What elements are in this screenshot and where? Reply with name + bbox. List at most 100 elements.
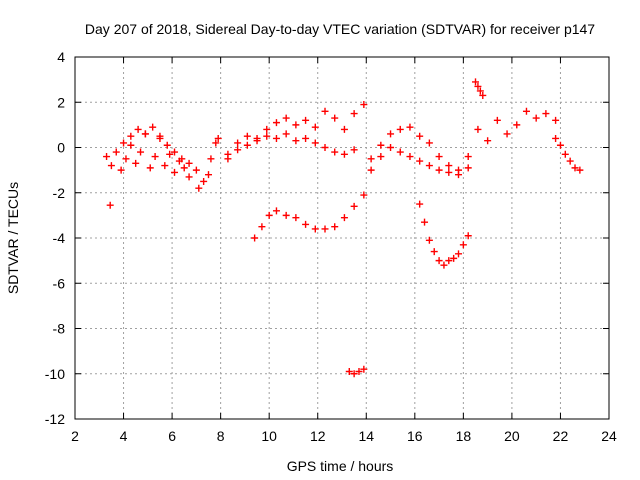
data-point-cluster-early: [185, 173, 193, 181]
data-point-mid-band-3: [474, 125, 482, 133]
x-tick-label: 2: [71, 428, 79, 444]
data-point-lower-arc-10h: [340, 214, 348, 222]
data-point-mid-band-3: [503, 130, 511, 138]
x-axis-ticks: 2 4 6 8 10 12 14 16 18 20 22 24: [71, 57, 617, 444]
data-point-cluster-early: [117, 166, 125, 174]
data-point-segment-7h: [214, 134, 222, 142]
x-tick-label: 6: [168, 428, 176, 444]
data-point-mid-band-1: [243, 132, 251, 140]
data-point-mid-band-1: [340, 125, 348, 133]
data-point-cluster-early-upper: [149, 123, 157, 131]
x-tick-label: 4: [120, 428, 128, 444]
y-tick-label: 4: [57, 49, 65, 65]
data-point-lower-arc-17h: [445, 257, 453, 265]
data-point-lower-arc-17h: [450, 254, 458, 262]
y-tick-label: 2: [57, 94, 65, 110]
data-point-mid-band-2: [340, 150, 348, 158]
data-point-cluster-early-upper: [171, 148, 179, 156]
data-point-mid-band-2: [331, 148, 339, 156]
data-point-lower-arc-10h: [258, 223, 266, 231]
data-point-mid-band-4: [464, 164, 472, 172]
data-point-cluster-early: [171, 168, 179, 176]
data-point-mid-band-4: [377, 153, 385, 161]
data-point-lower-arc-17h: [464, 232, 472, 240]
data-point-mid-band-1: [321, 107, 329, 115]
data-point-cluster-early-upper: [134, 125, 142, 133]
data-point-mid-band-2: [224, 155, 232, 163]
grid-lines: [75, 57, 609, 419]
data-point-outlier-13h: [345, 367, 353, 375]
data-point-segment-18-19h: [479, 91, 487, 99]
data-point-cluster-early: [127, 141, 135, 149]
x-tick-label: 8: [217, 428, 225, 444]
data-point-cluster-early: [192, 166, 200, 174]
data-point-mid-band-1: [282, 114, 290, 122]
data-point-cluster-early: [137, 148, 145, 156]
data-point-mid-band-2: [253, 137, 261, 145]
data-point-mid-band-2: [282, 130, 290, 138]
data-point-lower-arc-10h: [282, 211, 290, 219]
data-point-mid-band-3: [552, 116, 560, 124]
data-point-lower-arc-17h: [430, 248, 438, 256]
x-axis-label: GPS time / hours: [287, 458, 394, 474]
data-points: [103, 78, 584, 378]
data-point-mid-band-2: [311, 139, 319, 147]
data-point-mid-band-1: [302, 116, 310, 124]
y-tick-label: -6: [53, 275, 66, 291]
data-point-mid-band-1: [360, 101, 368, 109]
data-point-cluster-early: [122, 155, 130, 163]
y-tick-label: -12: [45, 411, 65, 427]
data-point-mid-band-3: [377, 141, 385, 149]
data-point-mid-band-3: [513, 121, 521, 129]
data-point-descent-22h: [556, 141, 564, 149]
data-point-segment-18-19h: [474, 82, 482, 90]
x-tick-label: 12: [310, 428, 326, 444]
data-point-mid-band-1: [331, 114, 339, 122]
data-point-mid-band-3: [416, 132, 424, 140]
data-point-mid-band-4: [396, 148, 404, 156]
data-point-mid-band-2: [234, 146, 242, 154]
data-point-isolated: [106, 201, 114, 209]
data-point-mid-band-4: [445, 168, 453, 176]
x-tick-label: 14: [358, 428, 374, 444]
data-point-mid-band-3: [435, 153, 443, 161]
data-point-cluster-early-upper: [120, 139, 128, 147]
data-point-lower-arc-10h: [321, 225, 329, 233]
data-point-mid-band-2: [302, 134, 310, 142]
data-point-descent-22h: [571, 164, 579, 172]
data-point-descent-22h: [561, 150, 569, 158]
data-point-mid-band-3: [425, 139, 433, 147]
data-point-lower-arc-10h: [360, 191, 368, 199]
data-point-cluster-early: [103, 153, 111, 161]
data-point-cluster-early: [180, 164, 188, 172]
data-point-mid-band-3: [522, 107, 530, 115]
data-point-lower-arc-17h: [425, 236, 433, 244]
data-point-cluster-early: [161, 162, 169, 170]
data-point-mid-band-1: [311, 123, 319, 131]
x-tick-label: 10: [261, 428, 277, 444]
x-tick-label: 20: [504, 428, 520, 444]
data-point-mid-band-3: [406, 123, 414, 131]
y-tick-label: -10: [45, 366, 65, 382]
data-point-mid-band-2: [321, 144, 329, 151]
data-point-mid-band-3: [532, 114, 540, 122]
data-point-mid-band-2: [263, 132, 271, 140]
data-point-descent-22h: [566, 157, 574, 165]
x-tick-label: 24: [601, 428, 617, 444]
data-point-lower-arc-10h: [302, 220, 310, 228]
data-point-lower-arc-10h: [331, 223, 339, 231]
data-point-segment-7h: [207, 155, 215, 163]
data-point-cluster-early-upper: [127, 132, 135, 140]
data-point-mid-band-1: [263, 125, 271, 133]
data-point-lower-arc-17h: [416, 200, 424, 208]
data-point-lower-arc-10h: [292, 214, 300, 222]
data-point-mid-band-1: [292, 121, 300, 129]
data-point-mid-band-3: [387, 130, 395, 138]
x-tick-label: 18: [456, 428, 472, 444]
y-tick-label: 0: [57, 140, 65, 156]
data-point-mid-band-2: [350, 146, 358, 154]
data-point-segment-18-19h: [476, 87, 484, 95]
data-point-cluster-early: [132, 159, 140, 167]
data-point-mid-band-3: [396, 125, 404, 133]
